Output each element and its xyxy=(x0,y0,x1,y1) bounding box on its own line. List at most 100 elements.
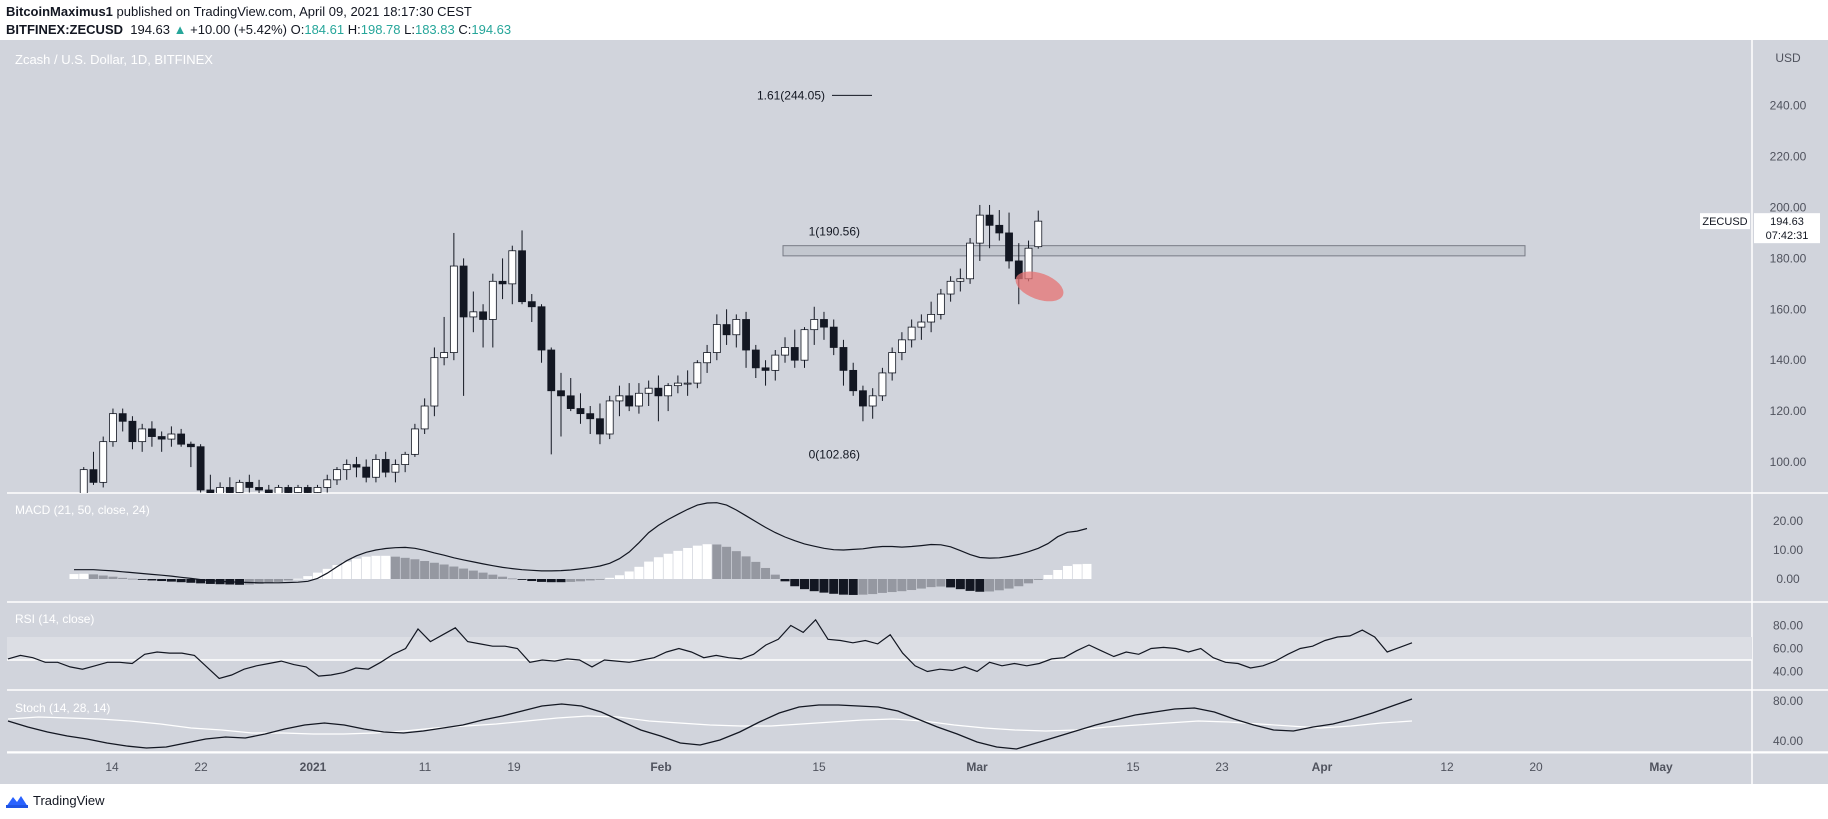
ohlc-line: BITFINEX:ZECUSD 194.63 ▲ +10.00 (+5.42%)… xyxy=(6,22,511,37)
macd-histogram-bar xyxy=(702,544,712,579)
candle-bearish xyxy=(352,464,361,468)
candle-bullish xyxy=(898,339,906,353)
candle-bearish xyxy=(255,487,263,491)
macd-histogram-bar xyxy=(829,579,839,594)
candle-bullish xyxy=(781,347,789,356)
candle-bearish xyxy=(566,395,575,409)
macd-histogram-bar xyxy=(127,578,137,580)
macd-histogram-bar xyxy=(342,561,352,579)
time-axis-label: 15 xyxy=(812,760,826,774)
macd-histogram-bar xyxy=(332,565,342,579)
candle-bullish xyxy=(430,357,439,407)
candle-bearish xyxy=(518,250,526,303)
macd-histogram-bar xyxy=(741,556,751,579)
macd-histogram-bar xyxy=(420,561,430,579)
candle-bearish xyxy=(625,395,634,407)
macd-line xyxy=(74,502,1088,584)
candle-bullish xyxy=(401,453,410,465)
candle-bullish xyxy=(868,395,877,407)
tradingview-logo[interactable]: TradingView xyxy=(6,793,105,808)
time-axis-label: 14 xyxy=(105,760,119,774)
candle-bullish xyxy=(693,362,702,384)
candle-bearish xyxy=(742,319,750,351)
macd-histogram-bar xyxy=(166,579,176,582)
stoch-k-line xyxy=(7,698,1413,750)
macd-histogram-bar xyxy=(390,556,400,579)
rsi-axis-label: 80.00 xyxy=(1773,619,1803,633)
chart-background xyxy=(0,40,1828,784)
fib-level-label: 0(102.86) xyxy=(809,448,860,462)
macd-histogram-bar xyxy=(800,579,809,590)
macd-histogram-bar xyxy=(108,576,118,579)
candle-bullish xyxy=(800,329,809,361)
candle-bearish xyxy=(245,481,254,488)
chart-canvas[interactable]: 240.00220.00200.00180.00160.00140.00120.… xyxy=(0,0,1828,790)
macd-histogram-bar xyxy=(605,577,615,579)
price-axis-label: 160.00 xyxy=(1770,302,1807,316)
candle-bearish xyxy=(537,306,546,351)
candle-bearish xyxy=(557,390,565,397)
macd-histogram-bar xyxy=(985,579,995,592)
author-name[interactable]: BitcoinMaximus1 xyxy=(6,4,113,19)
candle-bearish xyxy=(995,224,1004,234)
price-tag-bg xyxy=(1754,213,1820,244)
macd-histogram-bar xyxy=(780,579,790,582)
macd-histogram-bar xyxy=(118,577,128,579)
macd-histogram-bar xyxy=(858,579,868,595)
time-axis-label: Mar xyxy=(966,760,988,774)
stoch-title: Stoch (14, 28, 14) xyxy=(15,701,110,715)
macd-histogram-bar xyxy=(468,570,478,579)
candle-bullish xyxy=(605,400,614,435)
macd-histogram-bar xyxy=(877,579,887,593)
macd-histogram-bar xyxy=(186,579,196,583)
candle-bullish xyxy=(644,387,653,394)
candle-bullish xyxy=(508,250,517,285)
candle-bearish xyxy=(596,418,604,435)
candle-bullish xyxy=(323,479,332,488)
candle-bullish xyxy=(703,352,711,364)
candle-bullish xyxy=(907,326,916,341)
candle-bearish xyxy=(985,214,994,226)
candle-bullish xyxy=(167,433,176,440)
candle-bullish xyxy=(372,459,380,478)
candle-bullish xyxy=(138,428,147,443)
candle-bullish xyxy=(936,293,945,315)
symbol-tag: ZECUSD xyxy=(1702,216,1747,228)
macd-histogram-bar xyxy=(507,578,517,580)
candle-bearish xyxy=(186,443,195,448)
macd-histogram-bar xyxy=(634,566,644,579)
macd-axis-label: 0.00 xyxy=(1776,572,1800,586)
main-chart-title: Zcash / U.S. Dollar, 1D, BITFINEX xyxy=(15,52,213,67)
candle-bullish xyxy=(440,352,449,359)
macd-histogram-bar xyxy=(683,547,693,579)
candle-bearish xyxy=(751,349,760,369)
stoch-axis-label: 80.00 xyxy=(1773,694,1803,708)
candle-bearish xyxy=(761,367,770,371)
macd-histogram-bar xyxy=(157,579,167,582)
published-text: published on TradingView.com, April 09, … xyxy=(112,4,472,19)
candle-bearish xyxy=(498,280,507,285)
macd-histogram-bar xyxy=(751,561,761,579)
macd-histogram-bar xyxy=(449,566,459,579)
countdown-label: 07:42:31 xyxy=(1766,230,1809,242)
time-axis-label: 2021 xyxy=(300,760,327,774)
candle-bearish xyxy=(839,347,848,371)
macd-histogram-bar xyxy=(556,579,566,583)
macd-histogram-bar xyxy=(546,579,556,583)
candle-bearish xyxy=(303,487,312,493)
candle-bearish xyxy=(859,390,867,407)
macd-histogram-bar xyxy=(1072,564,1082,579)
macd-histogram-bar xyxy=(254,579,264,584)
macd-histogram-bar xyxy=(1004,579,1014,589)
macd-histogram-bar xyxy=(790,579,800,587)
candle-bearish xyxy=(148,428,156,437)
candle-bullish xyxy=(469,311,478,318)
candle-bullish xyxy=(732,319,741,336)
macd-histogram-bar xyxy=(410,559,420,579)
macd-histogram-bar xyxy=(303,576,313,579)
macd-histogram-bar xyxy=(293,578,303,580)
candle-bearish xyxy=(118,413,127,422)
macd-histogram-bar xyxy=(653,557,663,579)
macd-histogram-bar xyxy=(1033,579,1043,580)
macd-histogram-bar xyxy=(673,550,683,579)
